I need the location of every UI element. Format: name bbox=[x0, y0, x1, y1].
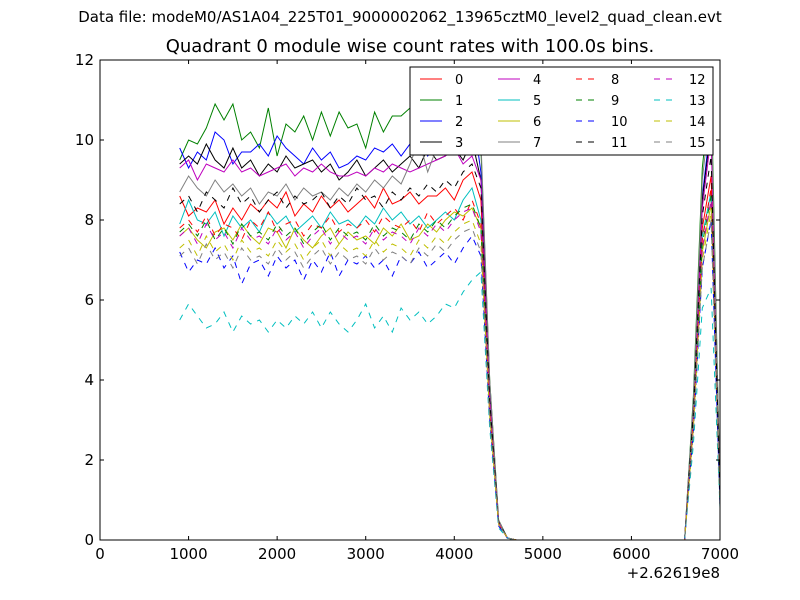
series-line-6 bbox=[179, 203, 721, 541]
series-line-11 bbox=[179, 155, 721, 541]
legend-label-10: 10 bbox=[611, 115, 628, 130]
series-line-15 bbox=[179, 219, 721, 541]
y-tick-label: 12 bbox=[75, 51, 94, 69]
series-line-13 bbox=[179, 270, 721, 541]
y-tick-label: 6 bbox=[84, 291, 94, 309]
x-tick-label: 1000 bbox=[169, 545, 207, 563]
y-tick-label: 4 bbox=[84, 371, 94, 389]
y-tick-label: 0 bbox=[84, 531, 94, 549]
series-line-10 bbox=[179, 219, 721, 541]
legend-label-12: 12 bbox=[689, 73, 706, 88]
series-line-8 bbox=[179, 187, 721, 541]
x-tick-label: 4000 bbox=[435, 545, 473, 563]
legend-label-5: 5 bbox=[533, 94, 541, 109]
series-line-12 bbox=[179, 199, 721, 541]
legend-label-8: 8 bbox=[611, 73, 619, 88]
legend-label-6: 6 bbox=[533, 115, 541, 130]
legend-box bbox=[409, 66, 714, 156]
series-line-9 bbox=[179, 195, 721, 541]
x-tick-label: 2000 bbox=[258, 545, 296, 563]
chart-title: Quadrant 0 module wise count rates with … bbox=[165, 36, 655, 57]
x-offset-label: +2.62619e8 bbox=[627, 564, 720, 582]
legend-label-14: 14 bbox=[689, 115, 706, 130]
series-line-4 bbox=[179, 135, 721, 541]
x-tick-label: 6000 bbox=[612, 545, 650, 563]
legend-label-11: 11 bbox=[611, 136, 628, 151]
series-line-3 bbox=[179, 127, 721, 541]
series-line-0 bbox=[179, 171, 721, 541]
legend-label-7: 7 bbox=[533, 136, 541, 151]
y-tick-label: 8 bbox=[84, 211, 94, 229]
legend-label-0: 0 bbox=[455, 73, 463, 88]
series-line-2 bbox=[179, 106, 721, 541]
x-tick-label: 5000 bbox=[524, 545, 562, 563]
y-tick-label: 2 bbox=[84, 451, 94, 469]
x-tick-label: 0 bbox=[95, 545, 105, 563]
legend-label-9: 9 bbox=[611, 94, 619, 109]
legend-label-15: 15 bbox=[689, 136, 706, 151]
x-tick-label: 3000 bbox=[347, 545, 385, 563]
y-tick-label: 10 bbox=[75, 131, 94, 149]
suptitle: Data file: modeM0/AS1A04_225T01_90000020… bbox=[78, 8, 722, 26]
legend-label-3: 3 bbox=[455, 136, 463, 151]
legend-label-13: 13 bbox=[689, 94, 706, 109]
legend-label-4: 4 bbox=[533, 73, 541, 88]
x-tick-label: 7000 bbox=[701, 545, 739, 563]
legend-label-1: 1 bbox=[455, 94, 463, 109]
legend-label-2: 2 bbox=[455, 115, 463, 130]
series-line-14 bbox=[179, 211, 721, 541]
